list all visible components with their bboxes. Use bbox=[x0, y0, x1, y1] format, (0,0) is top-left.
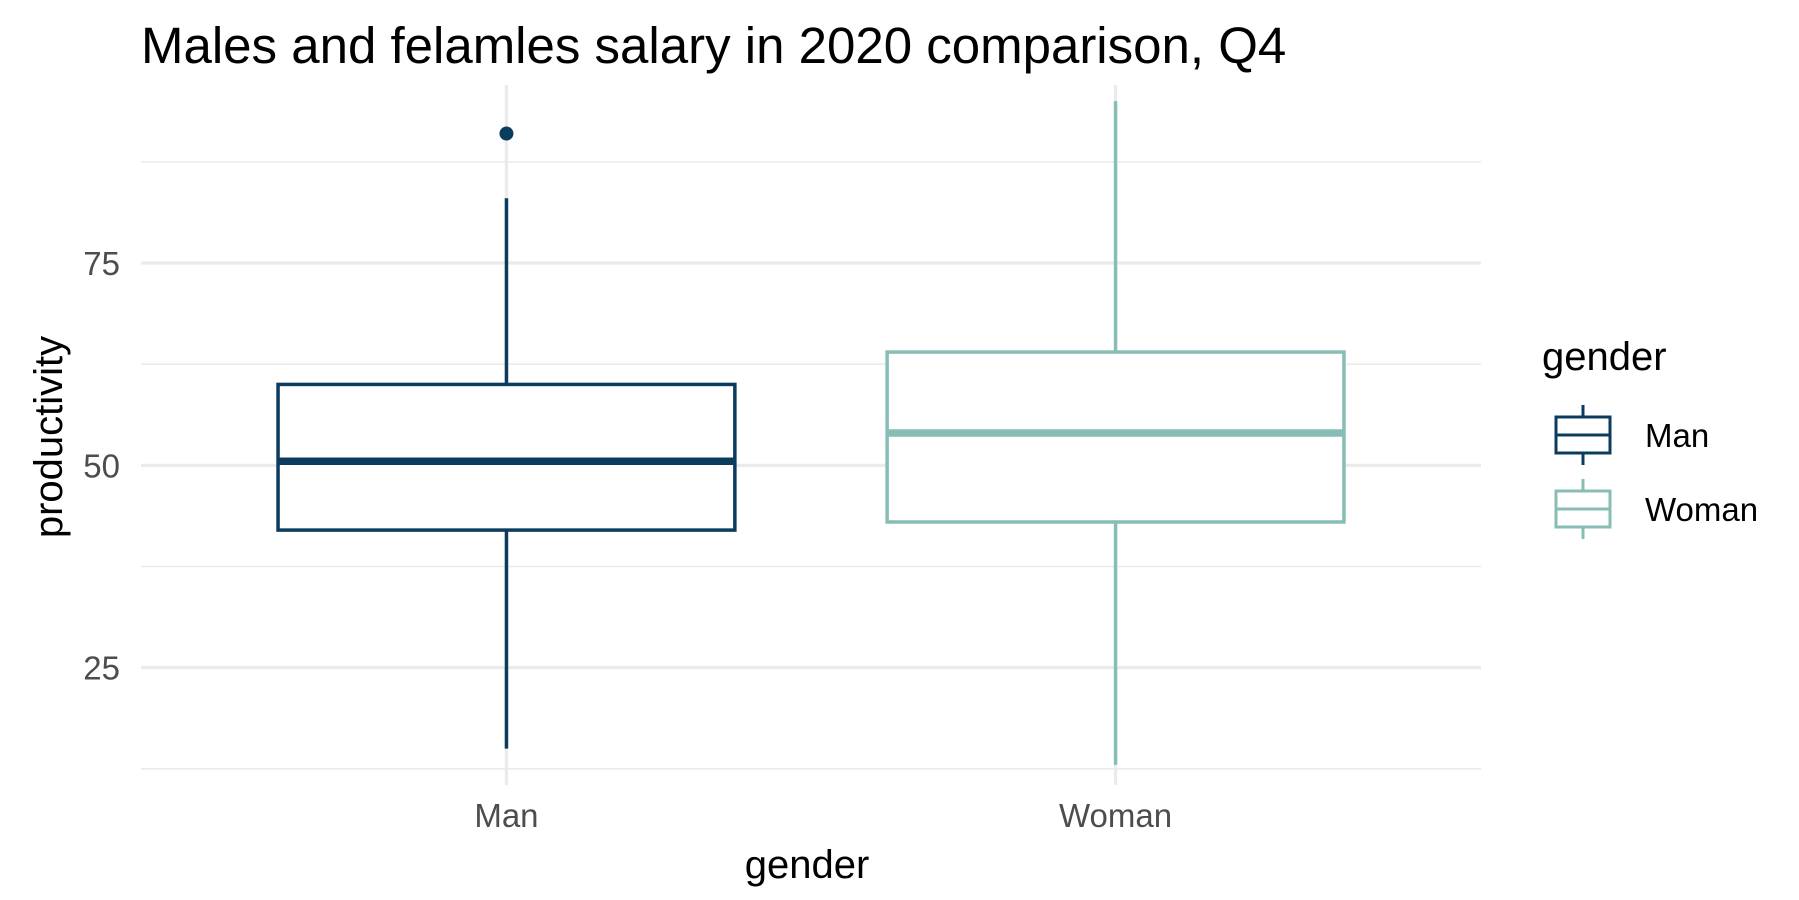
boxes bbox=[276, 101, 1346, 765]
box-woman bbox=[885, 101, 1346, 765]
chart-title: Males and felamles salary in 2020 compar… bbox=[141, 17, 1286, 74]
legend-key-woman: Woman bbox=[1554, 479, 1758, 539]
x-tick-label: Man bbox=[474, 797, 538, 834]
x-tick-label: Woman bbox=[1059, 797, 1172, 834]
box-iqr bbox=[276, 382, 737, 532]
x-tick-labels: Man Woman bbox=[474, 797, 1172, 834]
y-tick-label: 25 bbox=[83, 650, 120, 687]
legend-key-man: Man bbox=[1554, 405, 1709, 465]
legend: gender Man Woman bbox=[1542, 335, 1758, 539]
y-tick-label: 50 bbox=[83, 447, 120, 484]
box-man bbox=[276, 126, 737, 749]
box-iqr bbox=[885, 350, 1346, 524]
legend-label: Man bbox=[1645, 417, 1709, 454]
y-tick-labels: 25 50 75 bbox=[83, 245, 120, 687]
y-axis-title: productivity bbox=[27, 336, 71, 538]
legend-title: gender bbox=[1542, 335, 1667, 379]
x-axis-title: gender bbox=[745, 843, 870, 887]
y-tick-label: 75 bbox=[83, 245, 120, 282]
outlier-point bbox=[499, 126, 514, 141]
legend-label: Woman bbox=[1645, 491, 1758, 528]
